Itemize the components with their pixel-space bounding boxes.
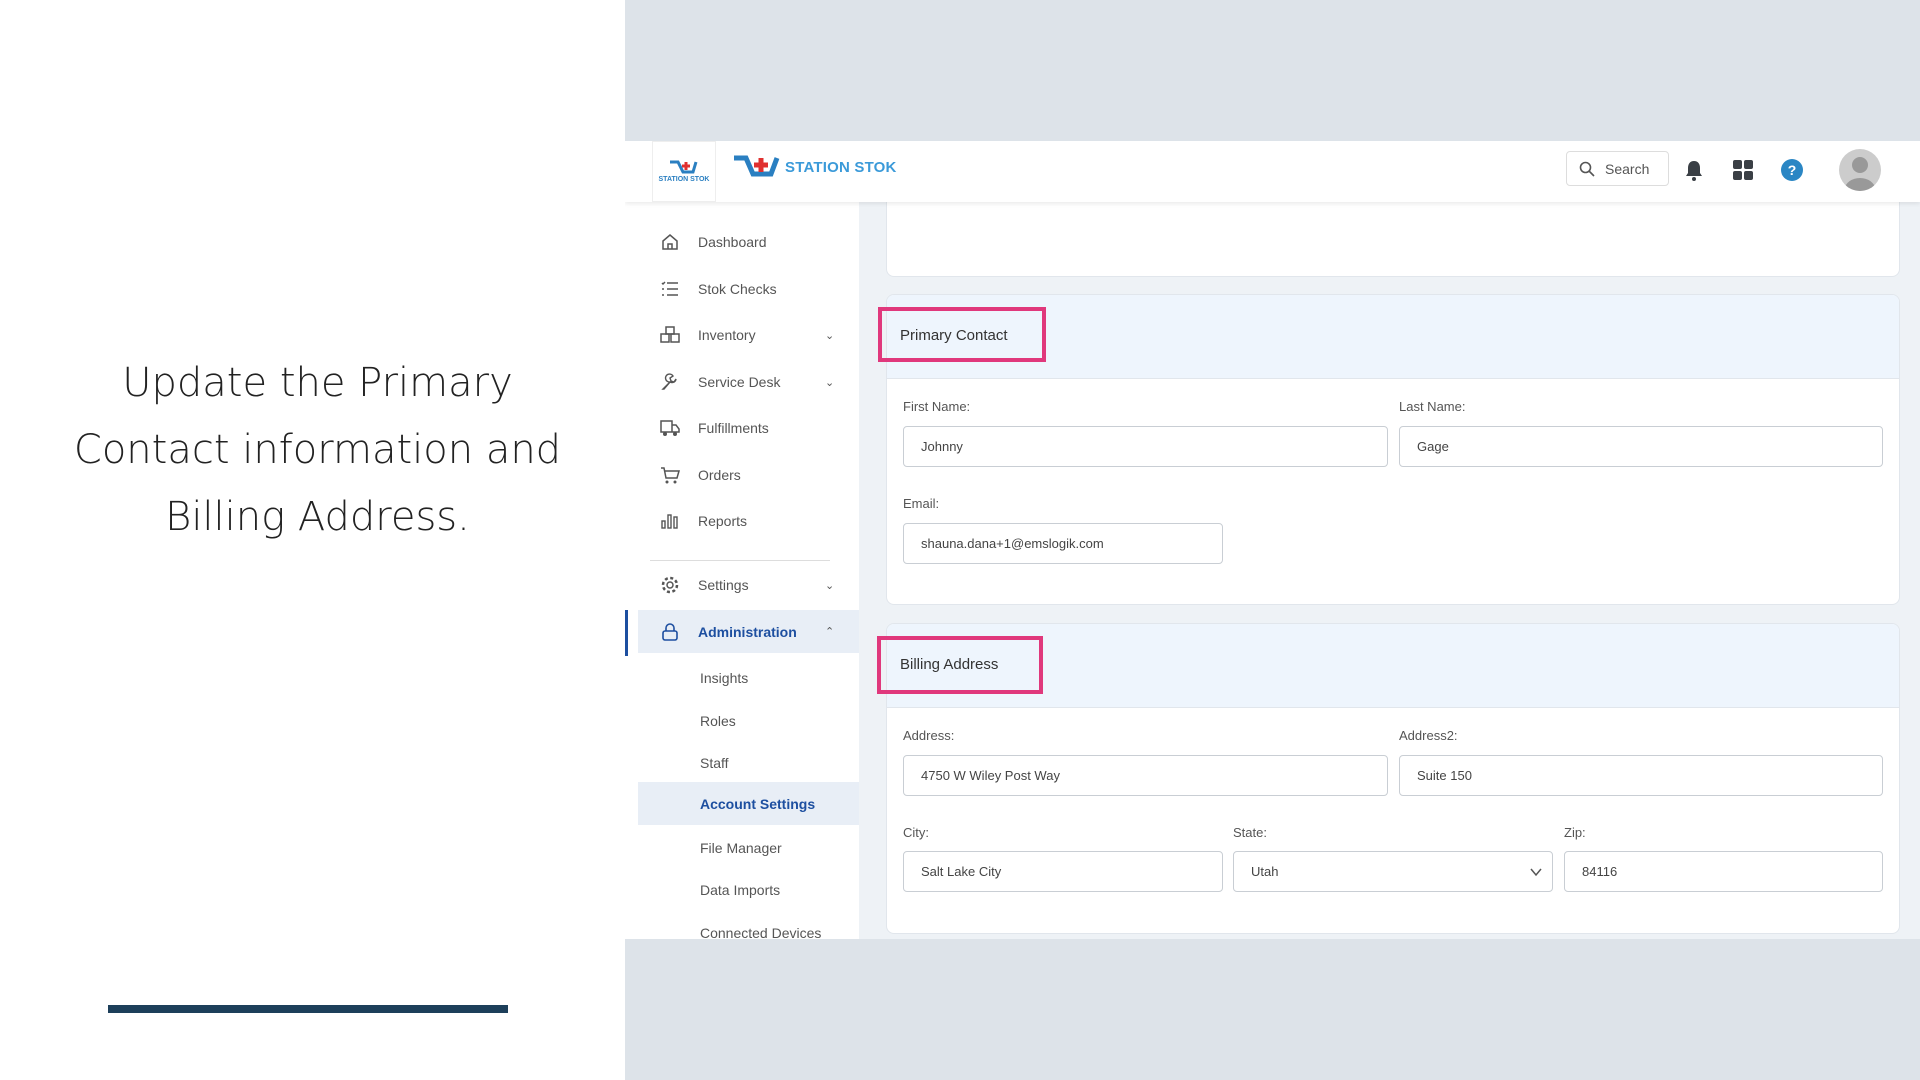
city-field[interactable]: Salt Lake City [903,851,1223,892]
address-label: Address: [903,728,955,743]
address2-field[interactable]: Suite 150 [1399,755,1883,796]
sidebar-item-orders[interactable]: Orders [625,455,859,495]
chevron-up-icon: ⌃ [825,626,835,638]
primary-contact-card: Primary Contact First Name: Johnny Last … [886,294,1900,605]
state-value: Utah [1251,864,1279,879]
sidebar-item-administration[interactable]: Administration ⌃ [638,610,859,653]
primary-contact-header: Primary Contact [887,295,1899,379]
cart-icon [661,467,680,484]
search-button[interactable]: Search [1566,151,1669,186]
sidebar-item-stok-checks[interactable]: Stok Checks [625,269,859,309]
billing-address-title: Billing Address [900,656,999,673]
home-icon [662,234,678,250]
sidebar-item-inventory[interactable]: Inventory ⌄ [625,315,859,355]
apps-grid-icon[interactable] [1731,158,1755,182]
sidebar-item-fulfillments[interactable]: Fulfillments [625,408,859,448]
search-icon [1579,161,1595,177]
address-field[interactable]: 4750 W Wiley Post Way [903,755,1388,796]
sidebar-item-label: Fulfillments [698,420,769,436]
sidebar-item-label: Stok Checks [698,281,777,297]
bell-icon[interactable] [1682,158,1706,182]
help-icon[interactable]: ? [1780,158,1804,182]
sidebar-subitem-insights[interactable]: Insights [700,669,749,686]
zip-field[interactable]: 84116 [1564,851,1883,892]
billing-address-card: Billing Address Address: 4750 W Wiley Po… [886,623,1900,934]
email-field[interactable]: shauna.dana+1@emslogik.com [903,523,1223,564]
city-label: City: [903,825,929,840]
sidebar-item-label: Dashboard [698,234,767,250]
sidebar-divider [650,560,830,561]
avatar[interactable] [1839,149,1881,191]
email-label: Email: [903,496,940,511]
logo-small-text: STATION STOK [658,176,710,183]
primary-contact-highlight [878,307,1046,362]
chevron-down-icon: ⌄ [825,376,835,389]
sidebar-subitem-connected-devices[interactable]: Connected Devices [700,924,822,940]
sidebar-subitem-staff[interactable]: Staff [700,754,729,771]
zip-label: Zip: [1564,825,1586,840]
last-name-label: Last Name: [1399,399,1466,414]
top-header: STATION STOK STATION STOK Search ? [625,141,1920,202]
sidebar-subitem-account-settings[interactable]: Account Settings [638,782,859,825]
primary-contact-title: Primary Contact [900,327,1008,344]
sidebar-item-label: Inventory [698,327,756,343]
user-silhouette-icon [1845,157,1875,191]
svg-text:?: ? [1788,162,1797,178]
decorative-underline [108,1005,508,1013]
instruction-panel: Update the Primary Contact information a… [0,0,625,1080]
logo-mark-icon [670,160,698,174]
sidebar-subitem-data-imports[interactable]: Data Imports [700,881,781,898]
instruction-caption: Update the Primary Contact information a… [73,360,562,540]
search-label: Search [1605,160,1650,177]
wrench-icon [661,373,677,390]
sidebar-item-label: Orders [698,467,741,483]
sidebar-item-settings[interactable]: Settings ⌄ [625,565,859,605]
logo[interactable]: STATION STOK [733,155,897,179]
logo-mark-icon [734,155,780,177]
sidebar-item-label: Reports [698,513,748,529]
sidebar-item-dashboard[interactable]: Dashboard [625,222,859,262]
boxes-icon [660,326,680,343]
logo-small[interactable]: STATION STOK [652,141,716,202]
sidebar-subitem-file-manager[interactable]: File Manager [700,839,782,856]
sidebar-item-label: Service Desk [698,374,781,390]
address2-label: Address2: [1399,728,1458,743]
truck-icon [660,420,680,436]
state-select[interactable]: Utah [1233,851,1553,892]
gear-icon [661,576,679,594]
billing-address-highlight [877,636,1043,694]
active-indicator [625,610,628,656]
sidebar-item-label: Administration [698,623,797,640]
sidebar-item-service-desk[interactable]: Service Desk ⌄ [625,362,859,402]
lock-icon [662,622,678,641]
sidebar: Dashboard Stok Checks Inventory ⌄ Servic… [625,202,859,939]
last-name-field[interactable]: Gage [1399,426,1883,467]
bar-chart-icon [661,514,678,529]
sidebar-subitem-roles[interactable]: Roles [700,712,736,729]
chevron-down-icon [1530,868,1542,877]
app-window: STATION STOK STATION STOK Search ? Dashb… [625,141,1920,939]
chevron-down-icon: ⌄ [825,329,835,342]
state-label: State: [1233,825,1267,840]
first-name-field[interactable]: Johnny [903,426,1388,467]
checklist-icon [661,281,678,296]
sidebar-item-reports[interactable]: Reports [625,501,859,541]
chevron-down-icon: ⌄ [825,579,835,592]
first-name-label: First Name: [903,399,971,414]
logo-text: STATION STOK [785,158,897,176]
sidebar-item-label: Settings [698,577,749,593]
billing-address-header: Billing Address [887,624,1899,708]
